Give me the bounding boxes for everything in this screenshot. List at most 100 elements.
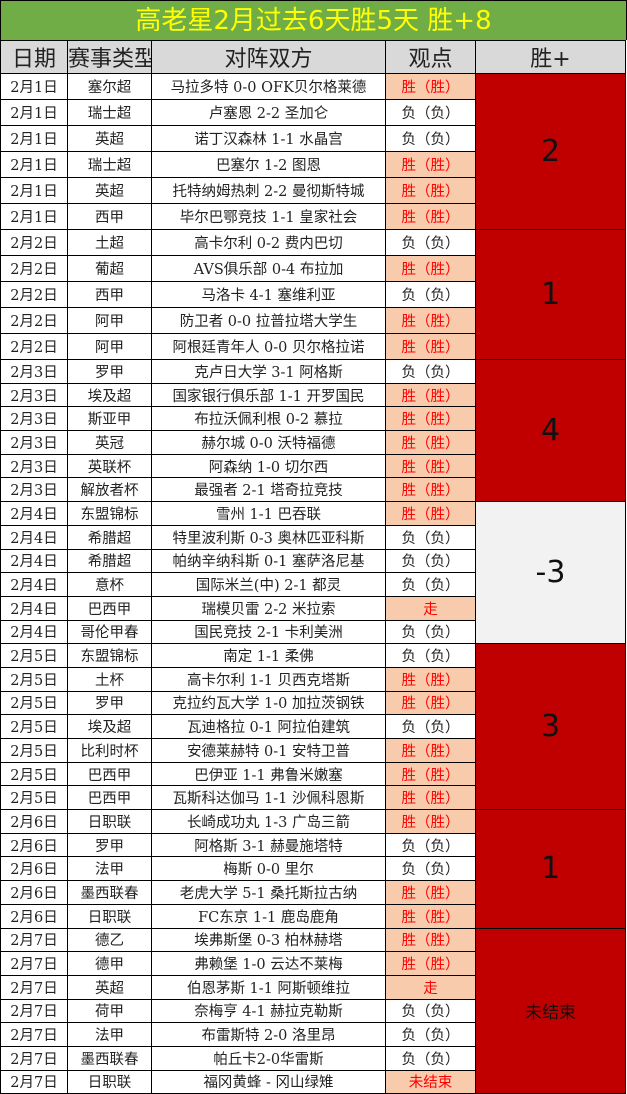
match-cell[interactable]: 马洛卡 4-1 塞维利亚 (151, 281, 386, 308)
league-cell[interactable]: 法甲 (67, 1022, 152, 1047)
match-cell[interactable]: 阿格斯 3-1 赫曼施塔特 (151, 832, 386, 858)
header-opinion[interactable]: 观点 (385, 40, 476, 74)
opinion-cell[interactable]: 胜（胜） (385, 73, 476, 100)
league-cell[interactable]: 解放者杯 (67, 477, 152, 503)
league-cell[interactable]: 荷甲 (67, 998, 152, 1024)
match-cell[interactable]: 托特纳姆热刺 2-2 曼彻斯特城 (151, 177, 386, 204)
match-cell[interactable]: 安德莱赫特 0-1 安特卫普 (151, 738, 386, 763)
date-cell[interactable]: 2月1日 (0, 177, 68, 204)
header-league[interactable]: 赛事类型 (67, 40, 152, 74)
match-cell[interactable]: 国民竞技 2-1 卡利美洲 (151, 619, 386, 645)
day-summary-cell[interactable]: 2 (475, 73, 626, 230)
date-cell[interactable]: 2月2日 (0, 229, 68, 256)
opinion-cell[interactable]: 负（负） (385, 524, 476, 550)
date-cell[interactable]: 2月6日 (0, 880, 68, 905)
opinion-cell[interactable]: 负（负） (385, 99, 476, 126)
date-cell[interactable]: 2月5日 (0, 666, 68, 692)
day-summary-cell[interactable]: 未结束 (475, 927, 626, 1094)
match-cell[interactable]: 弗赖堡 1-0 云达不莱梅 (151, 951, 386, 976)
opinion-cell[interactable]: 胜（胜） (385, 809, 476, 834)
match-cell[interactable]: 奈梅亨 4-1 赫拉克勒斯 (151, 998, 386, 1024)
league-cell[interactable]: 罗甲 (67, 690, 152, 716)
day-summary-cell[interactable]: 1 (475, 809, 626, 929)
date-cell[interactable]: 2月4日 (0, 595, 68, 621)
opinion-cell[interactable]: 胜（胜） (385, 177, 476, 204)
match-cell[interactable]: 雪州 1-1 巴吞联 (151, 501, 386, 526)
league-cell[interactable]: 土杯 (67, 666, 152, 692)
date-cell[interactable]: 2月2日 (0, 255, 68, 282)
league-cell[interactable]: 西甲 (67, 281, 152, 308)
league-cell[interactable]: 意杯 (67, 572, 152, 597)
opinion-cell[interactable]: 胜（胜） (385, 477, 476, 503)
opinion-cell[interactable]: 负（负） (385, 619, 476, 645)
match-cell[interactable]: 高卡尔利 0-2 费内巴切 (151, 229, 386, 256)
date-cell[interactable]: 2月3日 (0, 382, 68, 408)
opinion-cell[interactable]: 负（负） (385, 229, 476, 256)
league-cell[interactable]: 瑞士超 (67, 99, 152, 126)
opinion-cell[interactable]: 负（负） (385, 832, 476, 858)
league-cell[interactable]: 阿甲 (67, 307, 152, 334)
match-cell[interactable]: 最强者 2-1 塔奇拉竞技 (151, 477, 386, 503)
match-cell[interactable]: 埃弗斯堡 0-3 柏林赫塔 (151, 927, 386, 953)
date-cell[interactable]: 2月7日 (0, 1045, 68, 1071)
date-cell[interactable]: 2月5日 (0, 714, 68, 739)
match-cell[interactable]: 瓦斯科达伽马 1-1 沙佩科恩斯 (151, 785, 386, 811)
opinion-cell[interactable]: 胜（胜） (385, 761, 476, 787)
match-cell[interactable]: 伯恩茅斯 1-1 阿斯顿维拉 (151, 974, 386, 1000)
opinion-cell[interactable]: 胜（胜） (385, 406, 476, 432)
date-cell[interactable]: 2月5日 (0, 690, 68, 716)
match-cell[interactable]: 布雷斯特 2-0 洛里昂 (151, 1022, 386, 1047)
opinion-cell[interactable]: 胜（胜） (385, 151, 476, 178)
date-cell[interactable]: 2月2日 (0, 307, 68, 334)
league-cell[interactable]: 阿甲 (67, 333, 152, 360)
date-cell[interactable]: 2月6日 (0, 832, 68, 858)
match-cell[interactable]: 阿根廷青年人 0-0 贝尔格拉诺 (151, 333, 386, 360)
match-cell[interactable]: 阿森纳 1-0 切尔西 (151, 453, 386, 479)
league-cell[interactable]: 英冠 (67, 430, 152, 455)
opinion-cell[interactable]: 负（负） (385, 125, 476, 152)
match-cell[interactable]: 南定 1-1 柔佛 (151, 643, 386, 668)
league-cell[interactable]: 哥伦甲春 (67, 619, 152, 645)
date-cell[interactable]: 2月3日 (0, 359, 68, 384)
opinion-cell[interactable]: 未结束 (385, 1069, 476, 1094)
day-summary-cell[interactable]: 4 (475, 358, 626, 503)
match-cell[interactable]: 帕丘卡2-0华雷斯 (151, 1045, 386, 1071)
date-cell[interactable]: 2月7日 (0, 951, 68, 976)
match-cell[interactable]: 布拉沃佩利根 0-2 慕拉 (151, 406, 386, 432)
match-cell[interactable]: 卢塞恩 2-2 圣加仑 (151, 99, 386, 126)
league-cell[interactable]: 墨西联春 (67, 1045, 152, 1071)
day-summary-cell[interactable]: -3 (475, 501, 626, 645)
league-cell[interactable]: 瑞士超 (67, 151, 152, 178)
league-cell[interactable]: 德乙 (67, 927, 152, 953)
date-cell[interactable]: 2月6日 (0, 903, 68, 929)
league-cell[interactable]: 罗甲 (67, 832, 152, 858)
league-cell[interactable]: 英超 (67, 177, 152, 204)
date-cell[interactable]: 2月3日 (0, 430, 68, 455)
league-cell[interactable]: 埃及超 (67, 382, 152, 408)
opinion-cell[interactable]: 负（负） (385, 1022, 476, 1047)
league-cell[interactable]: 德甲 (67, 951, 152, 976)
date-cell[interactable]: 2月6日 (0, 809, 68, 834)
date-cell[interactable]: 2月1日 (0, 203, 68, 230)
opinion-cell[interactable]: 胜（胜） (385, 903, 476, 929)
match-cell[interactable]: 长崎成功丸 1-3 广岛三箭 (151, 809, 386, 834)
opinion-cell[interactable]: 负（负） (385, 281, 476, 308)
match-cell[interactable]: 国家银行俱乐部 1-1 开罗国民 (151, 382, 386, 408)
league-cell[interactable]: 希腊超 (67, 548, 152, 574)
match-cell[interactable]: 瓦迪格拉 0-1 阿拉伯建筑 (151, 714, 386, 739)
match-cell[interactable]: 克拉约瓦大学 1-0 加拉茨钢铁 (151, 690, 386, 716)
match-cell[interactable]: 诺丁汉森林 1-1 水晶宫 (151, 125, 386, 152)
date-cell[interactable]: 2月1日 (0, 151, 68, 178)
league-cell[interactable]: 英超 (67, 974, 152, 1000)
league-cell[interactable]: 东盟锦标 (67, 501, 152, 526)
date-cell[interactable]: 2月1日 (0, 125, 68, 152)
opinion-cell[interactable]: 走 (385, 595, 476, 621)
league-cell[interactable]: 巴西甲 (67, 761, 152, 787)
opinion-cell[interactable]: 胜（胜） (385, 666, 476, 692)
day-summary-cell[interactable]: 1 (475, 229, 626, 360)
opinion-cell[interactable]: 胜（胜） (385, 382, 476, 408)
opinion-cell[interactable]: 胜（胜） (385, 203, 476, 230)
date-cell[interactable]: 2月3日 (0, 406, 68, 432)
match-cell[interactable]: 国际米兰(中) 2-1 都灵 (151, 572, 386, 597)
league-cell[interactable]: 法甲 (67, 856, 152, 882)
